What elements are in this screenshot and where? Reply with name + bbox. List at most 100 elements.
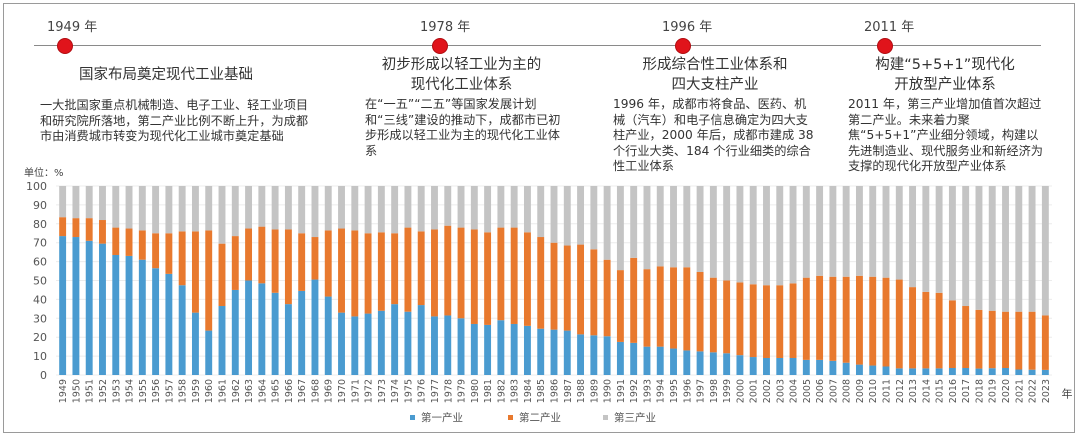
bar-primary-1961 [218, 306, 226, 375]
bar-primary-2021 [1015, 369, 1023, 375]
bar-primary-1997 [696, 351, 704, 375]
bar-primary-1968 [311, 279, 319, 375]
x-tick-label-1991: 1991 [616, 379, 627, 403]
bar-primary-1951 [85, 240, 93, 375]
bar-primary-1976 [417, 305, 425, 375]
bar-primary-2013 [909, 368, 917, 375]
x-tick-label-1992: 1992 [629, 379, 640, 403]
bar-primary-2003 [776, 357, 784, 375]
bar-primary-1994 [656, 346, 664, 375]
y-tick-label-70: 70 [33, 237, 47, 250]
y-tick-label-30: 30 [33, 312, 47, 325]
bar-primary-2000 [736, 355, 744, 375]
bar-tertiary-1997 [696, 186, 704, 272]
bar-tertiary-2019 [988, 186, 996, 311]
bar-tertiary-1962 [231, 186, 239, 237]
bar-primary-1954 [125, 255, 133, 375]
y-tick-label-0: 0 [40, 369, 47, 382]
timeline-title-1978-line1: 初步形成以轻工业为主的 [381, 57, 542, 73]
bar-secondary-1983 [510, 227, 518, 324]
bar-secondary-1990 [603, 259, 611, 337]
bar-secondary-1972 [364, 233, 372, 314]
bar-primary-1957 [165, 273, 173, 375]
bar-tertiary-1986 [550, 186, 558, 243]
bar-primary-1950 [72, 237, 80, 375]
bar-secondary-2006 [816, 275, 824, 360]
timeline-year-1996: 1996 年 [662, 20, 713, 35]
bar-secondary-2003 [776, 285, 784, 358]
bar-tertiary-2014 [922, 186, 930, 292]
bar-tertiary-2006 [816, 186, 824, 276]
bar-secondary-1992 [630, 257, 638, 343]
bar-tertiary-1966 [284, 186, 292, 230]
x-tick-label-1995: 1995 [669, 379, 680, 403]
bar-primary-1962 [231, 289, 239, 375]
bar-tertiary-1952 [99, 186, 106, 221]
bar-tertiary-2021 [1015, 186, 1023, 312]
bar-primary-1964 [258, 283, 266, 375]
bar-secondary-1966 [284, 229, 292, 305]
bar-secondary-1974 [391, 233, 399, 305]
timeline-line [34, 45, 1041, 46]
bar-primary-1958 [178, 285, 186, 375]
bar-tertiary-1958 [178, 186, 186, 232]
bar-tertiary-1994 [656, 186, 664, 267]
bar-secondary-1989 [590, 249, 598, 336]
x-tick-label-1978: 1978 [443, 379, 454, 403]
bar-tertiary-2007 [829, 186, 837, 277]
x-tick-label-1952: 1952 [98, 379, 109, 403]
bar-tertiary-2015 [935, 186, 943, 293]
legend-swatch-tertiary [603, 414, 608, 420]
x-tick-label-1993: 1993 [642, 379, 653, 403]
x-tick-label-1972: 1972 [364, 379, 375, 403]
x-tick-label-2006: 2006 [815, 379, 826, 403]
bar-secondary-2021 [1015, 311, 1023, 370]
bar-primary-1986 [550, 329, 558, 375]
timeline-title-2011-line2: 开放型产业体系 [894, 77, 996, 93]
x-tick-label-1962: 1962 [231, 379, 242, 403]
bar-secondary-2005 [802, 277, 810, 360]
x-tick-label-1994: 1994 [656, 379, 667, 403]
x-tick-label-1988: 1988 [576, 379, 587, 403]
bar-primary-2012 [895, 368, 903, 375]
bar-tertiary-2020 [1002, 186, 1009, 312]
bar-tertiary-1949 [59, 186, 67, 218]
bar-secondary-1993 [643, 269, 651, 347]
bar-tertiary-1968 [311, 186, 319, 238]
bar-tertiary-1983 [510, 186, 518, 228]
bar-primary-1988 [577, 334, 585, 375]
bar-secondary-1958 [178, 231, 186, 286]
bar-tertiary-2018 [975, 186, 983, 310]
y-tick-label-60: 60 [33, 256, 47, 269]
bar-secondary-2015 [935, 292, 943, 369]
bar-tertiary-1969 [324, 186, 332, 231]
timeline-dot-1949 [57, 38, 73, 54]
bar-secondary-2007 [829, 276, 837, 361]
bar-secondary-1960 [205, 230, 213, 331]
legend-label-primary: 第一产业 [421, 412, 463, 424]
timeline-body-1978: 在“一五”“二五”等国家发展计划和“三线”建设的推动下，成都市已初步形成以轻工业… [365, 97, 561, 158]
bar-secondary-1962 [231, 236, 239, 290]
timeline-title-1996-line1: 形成综合性工业体系和 [642, 57, 788, 73]
bar-secondary-2014 [922, 291, 930, 369]
x-tick-label-2002: 2002 [762, 379, 773, 403]
bar-tertiary-1959 [191, 186, 199, 232]
bar-tertiary-1954 [125, 186, 133, 229]
bar-tertiary-1963 [245, 186, 253, 229]
bar-primary-2017 [962, 368, 970, 375]
legend-swatch-secondary [508, 414, 513, 420]
bar-secondary-1995 [670, 267, 677, 349]
bar-secondary-2000 [736, 282, 744, 356]
bar-tertiary-1985 [537, 186, 545, 238]
timeline-body-2011: 2011 年，第三产业增加值首次超过第二产业。未来着力聚焦“5+5+1”产业细分… [848, 97, 1043, 173]
bar-primary-2008 [842, 362, 850, 375]
bar-primary-2011 [882, 366, 890, 375]
bar-primary-2004 [789, 357, 797, 375]
bar-primary-1972 [364, 313, 372, 375]
x-tick-label-2020: 2020 [1001, 379, 1012, 403]
x-tick-label-1951: 1951 [85, 379, 96, 403]
bar-secondary-1979 [457, 227, 465, 319]
bar-primary-1970 [338, 312, 345, 375]
bar-secondary-1951 [85, 218, 93, 241]
